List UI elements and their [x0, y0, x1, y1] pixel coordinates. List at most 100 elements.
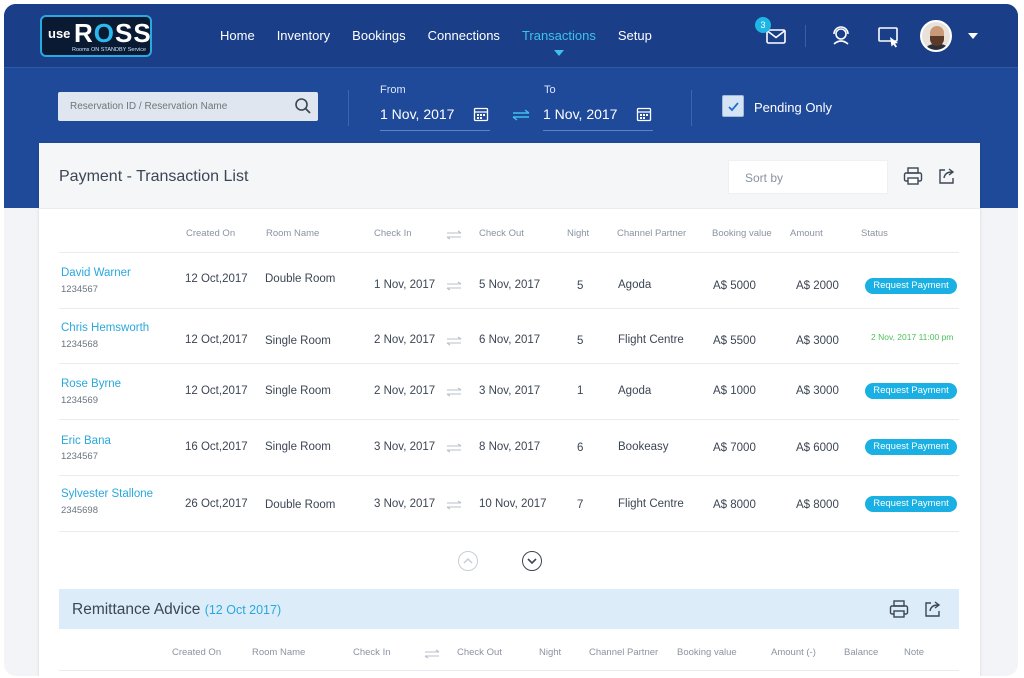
room-name-cell: Single Room [265, 335, 331, 347]
guest-name-link[interactable]: Eric Bana [61, 435, 111, 447]
nav-item-setup[interactable]: Setup [617, 28, 652, 43]
booking-value-cell: A$ 1000 [713, 385, 756, 397]
nav-item-bookings[interactable]: Bookings [352, 28, 406, 43]
screen-share-icon [878, 27, 898, 48]
check-out-cell: 3 Nov, 2017 [479, 385, 541, 397]
swap-icon [446, 230, 462, 240]
night-cell: 5 [577, 335, 584, 347]
night-cell: 5 [577, 280, 584, 292]
check-out-cell: 6 Nov, 2017 [479, 334, 541, 346]
remittance-title: Remittance Advice (12 Oct 2017) [72, 601, 282, 618]
table-row-divider [59, 419, 959, 420]
request-payment-button[interactable]: Request Payment [865, 496, 957, 512]
header-actions: 3 [741, 17, 978, 52]
previous-page-button[interactable] [458, 551, 478, 571]
from-date-field[interactable]: 1 Nov, 2017 [380, 106, 455, 122]
check-in-cell: 3 Nov, 2017 [374, 441, 436, 453]
chevron-down-icon [527, 558, 537, 565]
sort-by-dropdown[interactable]: Sort by [728, 160, 888, 194]
column-header-created-on: Created On [172, 647, 222, 658]
booking-value-cell: A$ 7000 [713, 442, 756, 454]
notifications-button[interactable]: 3 [755, 17, 789, 49]
night-cell: 1 [577, 385, 584, 397]
column-header-night: Night [567, 228, 590, 239]
nav-item-inventory[interactable]: Inventory [276, 28, 331, 43]
swap-icon[interactable] [510, 108, 532, 122]
to-date-underline [543, 130, 653, 131]
search-icon[interactable] [294, 97, 312, 115]
nav-item-home[interactable]: Home [220, 28, 255, 43]
table-divider [59, 252, 959, 253]
app-frame: use ROSS Rooms ON STANDBY Service Home I… [4, 4, 1018, 676]
channel-partner-cell: Flight Centre [618, 498, 684, 510]
support-button[interactable] [828, 23, 854, 49]
search-input[interactable] [58, 92, 288, 121]
swap-icon [446, 443, 462, 453]
guest-name-link[interactable]: Chris Hemsworth [61, 322, 150, 334]
booking-value-cell: A$ 5000 [713, 280, 756, 292]
column-header-note: Note [904, 647, 925, 658]
export-icon[interactable] [936, 165, 958, 187]
amount-cell: A$ 8000 [796, 499, 839, 511]
guest-name-link[interactable]: David Warner [61, 267, 131, 279]
check-icon [728, 102, 739, 112]
channel-partner-cell: Bookeasy [618, 441, 669, 453]
filter-divider [348, 90, 349, 126]
reservation-id: 1234567 [61, 284, 98, 295]
request-payment-button[interactable]: Request Payment [865, 439, 957, 455]
booking-value-cell: A$ 8000 [713, 499, 756, 511]
amount-cell: A$ 2000 [796, 280, 839, 292]
screen-share-button[interactable] [876, 23, 902, 49]
channel-partner-cell: Agoda [618, 385, 652, 397]
reservation-id: 1234567 [61, 451, 98, 462]
room-name-cell: Double Room [265, 499, 336, 511]
export-icon[interactable] [922, 598, 944, 620]
check-out-cell: 10 Nov, 2017 [479, 498, 547, 510]
swap-icon [446, 387, 462, 397]
amount-cell: A$ 3000 [796, 335, 839, 347]
calendar-icon[interactable] [636, 106, 652, 122]
nav-item-connections[interactable]: Connections [427, 28, 500, 43]
column-header-room-name: Room Name [266, 228, 320, 239]
chevron-down-icon[interactable] [968, 33, 978, 39]
search-box [58, 92, 318, 121]
column-header-amount: Amount (-) [771, 647, 816, 658]
check-in-cell: 3 Nov, 2017 [374, 498, 436, 510]
print-icon[interactable] [902, 165, 924, 187]
guest-name-link[interactable]: Rose Byrne [61, 378, 122, 390]
column-header-created-on: Created On [186, 228, 236, 239]
pending-only-checkbox[interactable] [722, 95, 744, 117]
main-nav: Home Inventory Bookings Connections Tran… [220, 28, 674, 56]
column-header-room-name: Room Name [252, 647, 306, 658]
top-navigation-bar: use ROSS Rooms ON STANDBY Service Home I… [4, 4, 1018, 68]
remittance-advice-header: Remittance Advice (12 Oct 2017) [59, 589, 959, 629]
next-page-button[interactable] [522, 551, 542, 571]
to-date-field[interactable]: 1 Nov, 2017 [543, 106, 618, 122]
print-icon[interactable] [888, 598, 910, 620]
created-on-cell: 12 Oct,2017 [185, 385, 248, 397]
request-payment-button[interactable]: Request Payment [865, 278, 957, 294]
column-header-booking-value: Booking value [677, 647, 737, 658]
card-header: Payment - Transaction List Sort by [39, 143, 980, 209]
pending-only-label[interactable]: Pending Only [754, 100, 833, 115]
table-row-divider [59, 363, 959, 364]
brand-logo[interactable]: use ROSS Rooms ON STANDBY Service [40, 15, 152, 57]
page-title: Payment - Transaction List [59, 168, 249, 185]
chevron-up-icon [463, 557, 473, 564]
calendar-icon[interactable] [473, 106, 489, 122]
column-header-balance: Balance [844, 647, 879, 658]
night-cell: 6 [577, 442, 584, 454]
check-out-cell: 8 Nov, 2017 [479, 441, 541, 453]
amount-cell: A$ 3000 [796, 385, 839, 397]
transaction-list-card: Payment - Transaction List Sort by Creat… [39, 143, 980, 676]
check-in-cell: 1 Nov, 2017 [374, 279, 436, 291]
request-payment-button[interactable]: Request Payment [865, 383, 957, 399]
column-header-amount: Amount [790, 228, 823, 239]
nav-item-transactions[interactable]: Transactions [521, 28, 596, 56]
user-avatar[interactable] [920, 20, 952, 52]
to-label: To [544, 84, 556, 96]
logo-tagline: Rooms ON STANDBY Service [72, 47, 147, 53]
guest-name-link[interactable]: Sylvester Stallone [61, 488, 154, 500]
check-out-cell: 5 Nov, 2017 [479, 279, 541, 291]
logo-ross-text: ROSS [74, 18, 152, 48]
